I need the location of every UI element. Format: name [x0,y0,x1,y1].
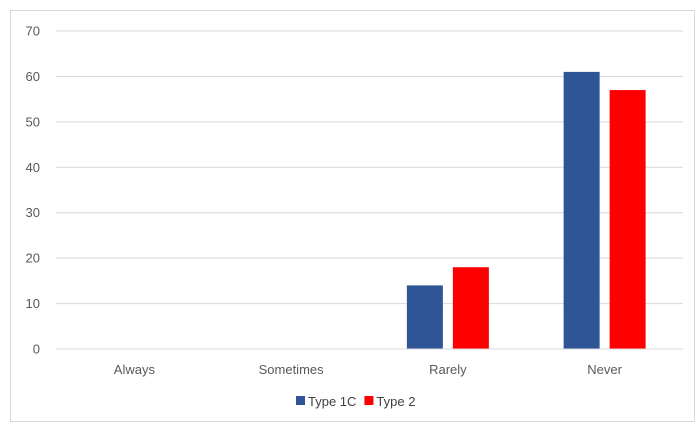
y-tick-label: 0 [33,342,40,357]
x-tick-label: Never [587,362,622,377]
legend-swatch [364,396,374,405]
bar-type-2-never [609,90,646,350]
x-tick-label: Sometimes [259,362,325,377]
legend: Type 1C Type 2 [296,394,415,409]
bars [406,71,646,350]
legend-swatch [296,396,305,405]
bar-type-2-rarely [452,267,489,349]
x-tick-label: Rarely [429,362,467,377]
y-tick-label: 20 [26,251,40,266]
y-tick-label: 50 [26,114,40,129]
x-axis-tick-labels: Always Sometimes Rarely Never [114,362,623,377]
bar-type-1c-rarely [406,285,443,349]
y-axis-tick-labels: 0 10 20 30 40 50 60 70 [26,24,40,357]
x-tick-label: Always [114,362,156,377]
legend-label: Type 1C [308,394,356,409]
y-tick-label: 70 [26,24,40,39]
y-tick-label: 30 [26,205,40,220]
y-tick-label: 10 [26,296,40,311]
y-tick-label: 40 [26,160,40,175]
y-tick-label: 60 [26,69,40,84]
bar-type-1c-never [563,71,600,349]
legend-label: Type 2 [376,394,415,409]
